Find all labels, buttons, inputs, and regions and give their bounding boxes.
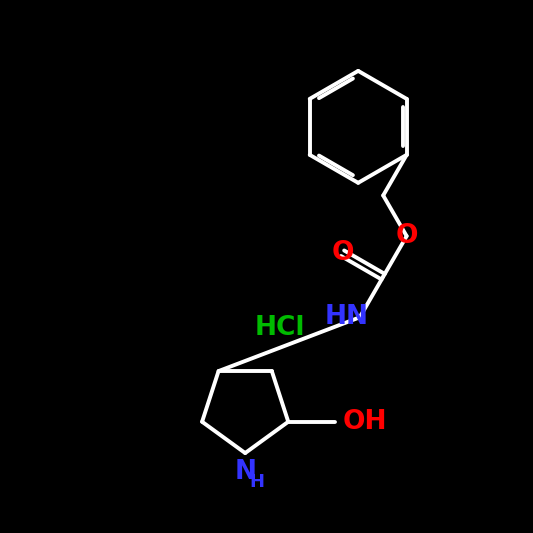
Text: OH: OH (342, 409, 387, 435)
Text: HN: HN (325, 304, 368, 330)
Text: H: H (249, 473, 264, 491)
Text: O: O (332, 240, 354, 266)
Text: N: N (234, 459, 256, 484)
Text: HCl: HCl (255, 315, 305, 341)
Text: O: O (395, 223, 418, 249)
